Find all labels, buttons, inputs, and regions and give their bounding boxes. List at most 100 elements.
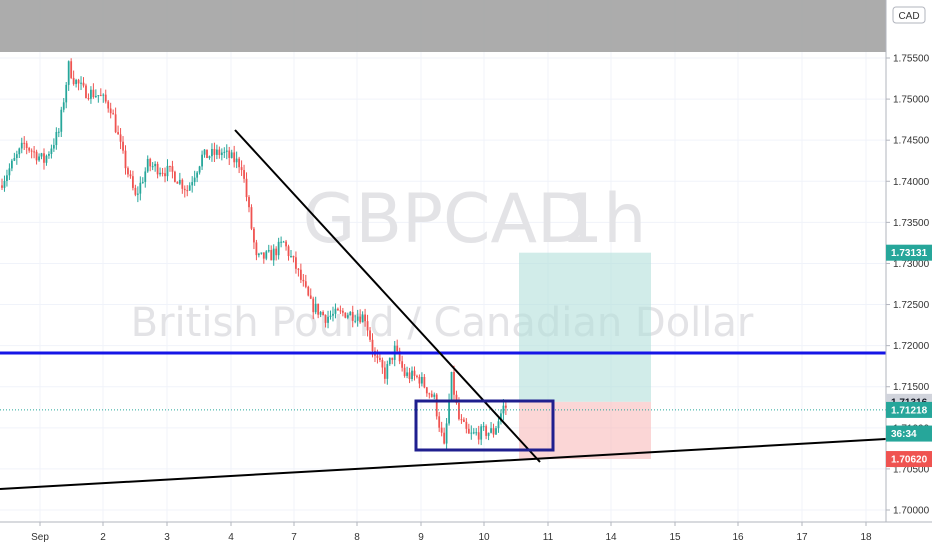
candle-body xyxy=(319,311,322,315)
candle-body xyxy=(124,150,127,169)
candle-body xyxy=(341,310,344,313)
y-tick-label: 1.71500 xyxy=(893,382,930,393)
candle-body xyxy=(260,252,263,254)
consolidation-box[interactable] xyxy=(414,399,555,452)
candle-body xyxy=(225,150,228,152)
candle-body xyxy=(430,393,433,397)
candle-body xyxy=(43,153,45,163)
grey-resistance-band[interactable] xyxy=(0,0,886,52)
candle-body xyxy=(435,394,438,417)
candle-body xyxy=(97,95,100,97)
candle-body xyxy=(166,165,169,177)
candle-body xyxy=(223,151,226,153)
candle-body xyxy=(361,314,364,323)
candle-body xyxy=(136,193,139,195)
y-tick-label: 1.73500 xyxy=(893,218,930,229)
candle-body xyxy=(178,179,181,184)
candle-body xyxy=(55,131,58,146)
candle-body xyxy=(277,241,280,256)
candle-body xyxy=(119,134,122,142)
candle-body xyxy=(487,432,490,436)
candle-body xyxy=(267,250,270,252)
candle-body xyxy=(445,423,448,444)
candle-body xyxy=(253,228,255,243)
price-tag-label: 36:34 xyxy=(891,429,917,440)
candle-body xyxy=(324,315,327,323)
candle-body xyxy=(455,394,458,403)
candle-body xyxy=(238,158,241,168)
candle-body xyxy=(104,94,107,102)
candle-body xyxy=(349,311,352,316)
candle-body xyxy=(376,355,379,358)
candle-body xyxy=(60,109,63,132)
x-tick-label: 9 xyxy=(418,532,424,543)
candle-body xyxy=(344,312,347,318)
candle-body xyxy=(337,308,339,311)
candle-body xyxy=(228,150,231,158)
candle-body xyxy=(20,142,23,149)
x-tick-label: 3 xyxy=(164,532,170,543)
watermark-interval: 1h xyxy=(560,180,646,259)
candle-body xyxy=(30,150,33,152)
candle-body xyxy=(134,187,137,195)
candle-body xyxy=(327,316,329,323)
candle-body xyxy=(354,320,357,322)
candle-body xyxy=(495,428,497,435)
candle-body xyxy=(85,85,87,98)
candle-body xyxy=(154,163,157,167)
candle-body xyxy=(193,177,196,183)
ascending-trendline[interactable] xyxy=(0,438,887,490)
candle-body xyxy=(149,158,152,167)
candle-body xyxy=(302,279,305,282)
candle-body xyxy=(35,151,38,161)
candle-body xyxy=(245,178,248,198)
candle-body xyxy=(38,156,40,161)
candle-body xyxy=(465,421,468,429)
candle-body xyxy=(413,370,416,376)
candle-body xyxy=(218,149,221,156)
candle-body xyxy=(369,330,371,340)
candle-body xyxy=(497,421,500,429)
time-axis-ticks: Sep 2 3 4 7 8 9 10 11 14 15 16 17 18 xyxy=(31,522,872,543)
candle-body xyxy=(215,149,218,155)
candle-body xyxy=(416,375,418,377)
candle-body xyxy=(453,372,455,395)
candle-body xyxy=(109,108,112,114)
candle-body xyxy=(391,357,394,360)
candle-body xyxy=(208,156,211,159)
candle-body xyxy=(418,376,421,384)
candle-body xyxy=(6,175,8,181)
candle-body xyxy=(379,357,381,360)
candle-body xyxy=(183,188,186,191)
x-tick-label: 7 xyxy=(291,532,297,543)
candle-body xyxy=(477,432,480,440)
candle-body xyxy=(317,303,320,315)
candle-body xyxy=(467,428,470,434)
candle-body xyxy=(52,145,55,149)
candle-body xyxy=(403,367,406,376)
x-tick-label: 4 xyxy=(228,532,234,543)
price-tag xyxy=(886,425,932,442)
currency-badge[interactable] xyxy=(892,6,926,24)
candle-body xyxy=(13,157,16,161)
candle-body xyxy=(485,426,488,436)
candle-body xyxy=(275,248,278,256)
candle-body xyxy=(181,179,184,189)
candle-body xyxy=(334,308,337,314)
candle-body xyxy=(122,141,124,151)
candle-body xyxy=(262,252,265,259)
price-tag xyxy=(886,244,932,261)
candle-body xyxy=(356,316,359,321)
candle-body xyxy=(458,402,460,420)
position-profit-zone[interactable] xyxy=(519,252,651,402)
price-tag-label: 1.70620 xyxy=(891,455,928,466)
candle-body xyxy=(388,357,391,365)
candle-body xyxy=(438,416,441,428)
candle-body xyxy=(171,166,174,172)
candle-body xyxy=(25,143,28,149)
candle-body xyxy=(174,171,176,182)
candle-body xyxy=(15,154,18,158)
candle-body xyxy=(401,361,404,368)
descending-trendline[interactable] xyxy=(234,129,541,463)
